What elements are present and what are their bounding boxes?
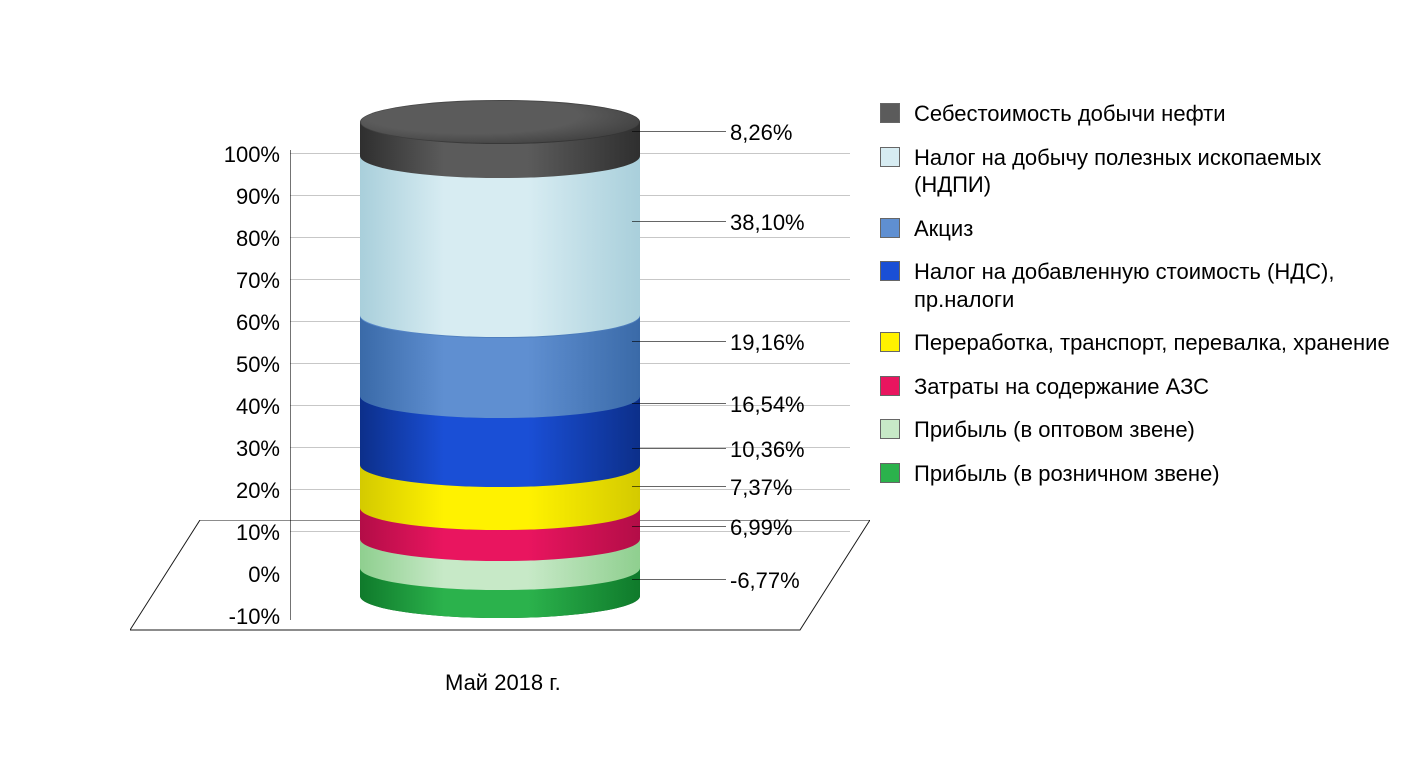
leader-wholesale_profit <box>632 526 726 527</box>
legend-label-retail_profit: Прибыль (в розничном звене) <box>914 460 1400 488</box>
category-label: Май 2018 г. <box>445 670 561 696</box>
stacked-cylinder <box>360 100 640 619</box>
legend-label-extraction_cost: Себестоимость добычи нефти <box>914 100 1400 128</box>
leader-ndpi <box>632 221 726 222</box>
legend-label-ndpi: Налог на добычу полезных ископаемых (НДП… <box>914 144 1400 199</box>
legend-label-azs_costs: Затраты на содержание АЗС <box>914 373 1400 401</box>
legend-item-processing: Переработка, транспорт, перевалка, хране… <box>880 329 1400 357</box>
legend-swatch-vat <box>880 261 900 281</box>
value-label-azs_costs: 7,37% <box>730 475 792 501</box>
value-label-extraction_cost: 8,26% <box>730 120 792 146</box>
legend-swatch-azs_costs <box>880 376 900 396</box>
legend-label-excise: Акциз <box>914 215 1400 243</box>
leader-extraction_cost <box>632 131 726 132</box>
legend-swatch-processing <box>880 332 900 352</box>
leader-processing <box>632 448 726 449</box>
legend-item-excise: Акциз <box>880 215 1400 243</box>
ytick-40: 40% <box>160 394 280 420</box>
ytick-50: 50% <box>160 352 280 378</box>
ytick-70: 70% <box>160 268 280 294</box>
ytick-20: 20% <box>160 478 280 504</box>
value-label-ndpi: 38,10% <box>730 210 805 236</box>
value-label-retail_profit: -6,77% <box>730 568 800 594</box>
leader-azs_costs <box>632 486 726 487</box>
ytick-60: 60% <box>160 310 280 336</box>
value-label-excise: 19,16% <box>730 330 805 356</box>
ytick-80: 80% <box>160 226 280 252</box>
chart-stage: 100% 90% 80% 70% 60% 50% 40% 30% 20% 10%… <box>0 0 1425 761</box>
legend: Себестоимость добычи нефти Налог на добыч… <box>880 100 1400 503</box>
legend-item-wholesale_profit: Прибыль (в оптовом звене) <box>880 416 1400 444</box>
legend-swatch-extraction_cost <box>880 103 900 123</box>
leader-retail_profit <box>632 579 726 580</box>
legend-swatch-ndpi <box>880 147 900 167</box>
legend-swatch-excise <box>880 218 900 238</box>
value-label-processing: 10,36% <box>730 437 805 463</box>
legend-item-vat: Налог на добавленную стоимость (НДС), пр… <box>880 258 1400 313</box>
legend-label-processing: Переработка, транспорт, перевалка, хране… <box>914 329 1400 357</box>
ytick-n10: -10% <box>160 604 280 630</box>
value-label-wholesale_profit: 6,99% <box>730 515 792 541</box>
legend-item-retail_profit: Прибыль (в розничном звене) <box>880 460 1400 488</box>
legend-label-wholesale_profit: Прибыль (в оптовом звене) <box>914 416 1400 444</box>
ytick-100: 100% <box>160 142 280 168</box>
legend-item-ndpi: Налог на добычу полезных ископаемых (НДП… <box>880 144 1400 199</box>
legend-swatch-retail_profit <box>880 463 900 483</box>
ytick-30: 30% <box>160 436 280 462</box>
legend-label-vat: Налог на добавленную стоимость (НДС), пр… <box>914 258 1400 313</box>
ytick-0: 0% <box>160 562 280 588</box>
value-label-vat: 16,54% <box>730 392 805 418</box>
leader-excise <box>632 341 726 342</box>
leader-vat <box>632 403 726 404</box>
ytick-90: 90% <box>160 184 280 210</box>
segment-cap-extraction_cost <box>360 100 640 144</box>
segment-ndpi <box>360 156 640 337</box>
segment-extraction_cost <box>360 122 640 179</box>
ytick-10: 10% <box>160 520 280 546</box>
legend-swatch-wholesale_profit <box>880 419 900 439</box>
legend-item-azs_costs: Затраты на содержание АЗС <box>880 373 1400 401</box>
legend-item-extraction_cost: Себестоимость добычи нефти <box>880 100 1400 128</box>
